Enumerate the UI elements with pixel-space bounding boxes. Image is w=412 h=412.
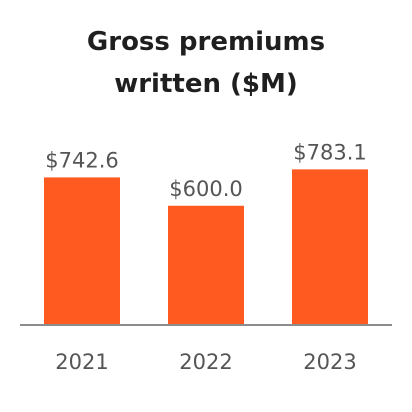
- x-tick-label-2023: 2023: [303, 350, 356, 374]
- chart-title-line-2: written ($M): [114, 69, 298, 99]
- bars-layer: [44, 169, 368, 325]
- x-tick-label-2021: 2021: [55, 350, 108, 374]
- bar-2021: [44, 177, 120, 325]
- x-axis-tick-labels: 2021 2022 2023: [55, 350, 356, 374]
- data-label-2023: $783.1: [293, 140, 366, 164]
- chart-title-line-1: Gross premiums: [87, 27, 325, 57]
- bar-2022: [168, 205, 244, 325]
- x-tick-label-2022: 2022: [179, 350, 232, 374]
- chart-title: Gross premiums written ($M): [87, 27, 325, 99]
- bar-2023: [292, 169, 368, 325]
- value-labels-layer: $742.6 $600.0 $783.1: [45, 140, 366, 200]
- data-label-2021: $742.6: [45, 148, 118, 172]
- data-label-2022: $600.0: [169, 177, 242, 201]
